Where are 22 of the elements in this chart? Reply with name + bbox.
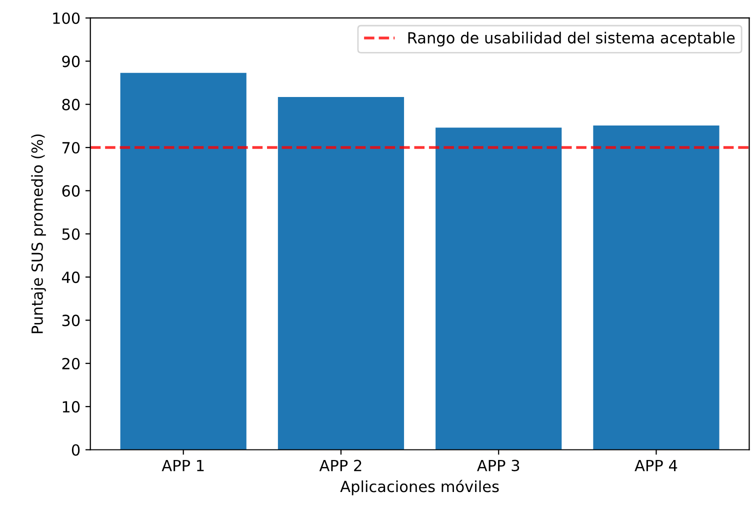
x-tick-label: APP 1: [162, 460, 204, 472]
x-axis-title: Aplicaciones móviles: [340, 480, 499, 496]
bar: [278, 97, 404, 450]
x-tick-label: APP 2: [319, 460, 362, 472]
y-tick-label: 90: [62, 56, 80, 68]
x-tick-label: APP 4: [634, 460, 678, 472]
legend-label: Rango de usabilidad del sistema aceptable: [408, 32, 735, 47]
y-tick-label: 100: [53, 12, 80, 24]
y-tick-label: 80: [62, 98, 80, 110]
bar: [120, 72, 246, 450]
bar: [593, 126, 720, 450]
y-tick-label: 70: [62, 142, 80, 154]
y-axis-title: Puntaje SUS promedio (%): [31, 134, 46, 334]
y-tick-label: 50: [62, 228, 80, 240]
y-tick-label: 10: [62, 401, 80, 413]
y-tick-label: 60: [62, 185, 80, 197]
bar: [436, 128, 562, 450]
y-tick-label: 40: [62, 272, 80, 284]
y-tick-label: 20: [62, 358, 80, 370]
x-tick-label: APP 3: [477, 460, 520, 472]
y-tick-label: 0: [72, 444, 80, 456]
y-tick-label: 30: [62, 314, 80, 326]
